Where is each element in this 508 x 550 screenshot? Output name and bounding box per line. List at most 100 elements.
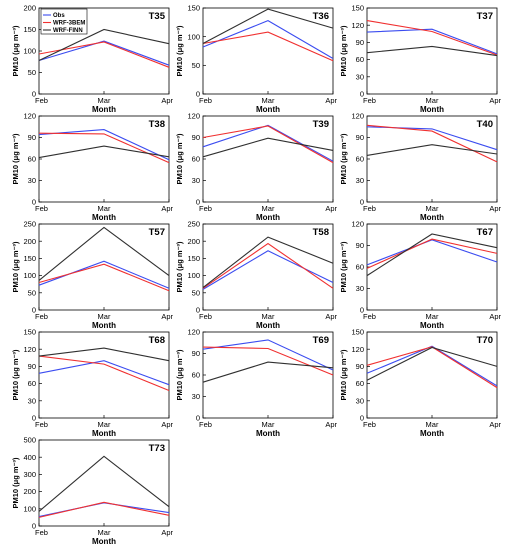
panel-t36: 0 50 100 150 Feb Mar Apr Month PM10 (μg m⁻³) T36 [175, 4, 338, 114]
panel-t39: 0 30 60 90 120 Feb Mar Apr Month PM10 (μg m⁻³) T39 [175, 112, 338, 222]
x-tick-label: Feb [363, 204, 376, 213]
y-axis-label: PM10 (μg m⁻³) [11, 457, 20, 509]
y-axis-label: PM10 (μg m⁻³) [175, 349, 184, 401]
x-tick-label: Mar [98, 312, 111, 321]
y-tick-label: 60 [356, 263, 364, 272]
series-line-obs [202, 250, 334, 290]
x-axis-label: Month [420, 429, 444, 438]
y-tick-label: 500 [23, 436, 36, 445]
y-tick-label: 50 [28, 288, 36, 297]
series-line-wrf-3bem [38, 355, 170, 392]
y-tick-label: 0 [32, 198, 36, 207]
series-line-obs [38, 502, 170, 518]
panel-title: T73 [149, 443, 165, 454]
series-line-wrf-3bem [202, 242, 334, 289]
series-line-wrf-3bem [366, 346, 498, 389]
y-tick-label: 120 [23, 345, 36, 354]
x-tick-label: Apr [489, 204, 501, 213]
y-tick-label: 120 [187, 112, 200, 121]
series-line-wrf-finn [38, 455, 170, 512]
x-axis-label: Month [92, 537, 116, 546]
y-tick-label: 30 [192, 392, 200, 401]
x-tick-label: Feb [199, 420, 212, 429]
y-tick-label: 150 [187, 4, 200, 13]
panel-title: T39 [313, 119, 329, 130]
series-line-wrf-finn [38, 28, 170, 61]
series-line-obs [38, 260, 170, 289]
x-tick-label: Feb [199, 96, 212, 105]
series-line-wrf-finn [366, 233, 498, 277]
y-axis-label: PM10 (μg m⁻³) [339, 133, 348, 185]
x-tick-label: Mar [426, 96, 439, 105]
series-line-obs [366, 239, 498, 266]
x-tick-label: Apr [161, 312, 173, 321]
x-tick-label: Feb [363, 420, 376, 429]
y-tick-label: 300 [23, 470, 36, 479]
panel-t68: 0 30 60 90 120 150 Feb Mar Apr Month PM10 (μg m⁻³)… [11, 328, 174, 438]
y-tick-label: 120 [187, 328, 200, 337]
series-line-wrf-3bem [366, 238, 498, 269]
series-line-obs [366, 345, 498, 387]
series-line-obs [202, 124, 334, 162]
panel-title: T35 [149, 11, 166, 22]
y-axis-label: PM10 (μg m⁻³) [11, 241, 20, 293]
series-line-obs [366, 28, 498, 55]
y-tick-label: 0 [32, 414, 36, 423]
legend-label: WRF-3BEM [53, 21, 85, 27]
panel-t37: 0 30 60 90 120 150 Feb Mar Apr Month PM10 (μg m⁻³)… [339, 4, 502, 114]
series-line-obs [38, 360, 170, 386]
panel-t67: 0 30 60 90 120 Feb Mar Apr Month PM10 (μg m⁻³) T67 [339, 220, 502, 330]
y-tick-label: 30 [28, 396, 36, 405]
x-tick-label: Mar [98, 528, 111, 537]
series-line-wrf-finn [202, 8, 334, 44]
y-tick-label: 60 [28, 379, 36, 388]
series-line-wrf-finn [38, 347, 170, 362]
x-tick-label: Feb [35, 528, 48, 537]
y-tick-label: 90 [356, 133, 364, 142]
panel-t40: 0 30 60 90 120 Feb Mar Apr Month PM10 (μg m⁻³) T40 [339, 112, 502, 222]
y-tick-label: 0 [196, 198, 200, 207]
series-line-wrf-finn [202, 236, 334, 289]
x-axis-label: Month [92, 105, 116, 114]
panel-t58: 0 50 100 150 200 250 Feb Mar Apr Month PM10 (μg m⁻… [175, 220, 338, 330]
y-tick-label: 30 [28, 176, 36, 185]
y-tick-label: 50 [28, 68, 36, 77]
panel-t35: 0 50 100 150 200 Feb Mar Apr Month PM10 (μg m⁻³) T… [11, 4, 174, 114]
x-axis-label: Month [256, 321, 280, 330]
y-tick-label: 200 [23, 487, 36, 496]
x-axis-label: Month [420, 321, 444, 330]
x-tick-label: Feb [363, 312, 376, 321]
series-line-wrf-3bem [202, 31, 334, 62]
y-tick-label: 60 [356, 379, 364, 388]
x-tick-label: Mar [426, 420, 439, 429]
y-tick-label: 150 [187, 254, 200, 263]
y-axis-label: PM10 (μg m⁻³) [11, 133, 20, 185]
series-line-wrf-3bem [366, 20, 498, 56]
x-axis-label: Month [92, 321, 116, 330]
y-tick-label: 100 [187, 271, 200, 280]
y-tick-label: 150 [23, 328, 36, 337]
x-tick-label: Apr [161, 204, 173, 213]
x-tick-label: Apr [325, 96, 337, 105]
y-tick-label: 90 [192, 133, 200, 142]
series-line-obs [202, 19, 334, 59]
x-tick-label: Apr [161, 528, 173, 537]
y-tick-label: 50 [192, 288, 200, 297]
y-tick-label: 120 [351, 21, 364, 30]
x-tick-label: Apr [325, 204, 337, 213]
series-line-wrf-3bem [38, 501, 170, 518]
series-line-wrf-finn [38, 145, 170, 159]
panel-title: T69 [313, 335, 329, 346]
y-tick-label: 0 [360, 414, 364, 423]
y-axis-label: PM10 (μg m⁻³) [175, 25, 184, 77]
y-tick-label: 30 [356, 284, 364, 293]
x-tick-label: Apr [325, 312, 337, 321]
panel-title: T40 [477, 119, 493, 130]
y-tick-label: 150 [351, 328, 364, 337]
x-axis-label: Month [256, 213, 280, 222]
legend-label: Obs [53, 13, 65, 19]
y-tick-label: 60 [356, 155, 364, 164]
x-axis-label: Month [92, 429, 116, 438]
y-tick-label: 0 [32, 522, 36, 531]
